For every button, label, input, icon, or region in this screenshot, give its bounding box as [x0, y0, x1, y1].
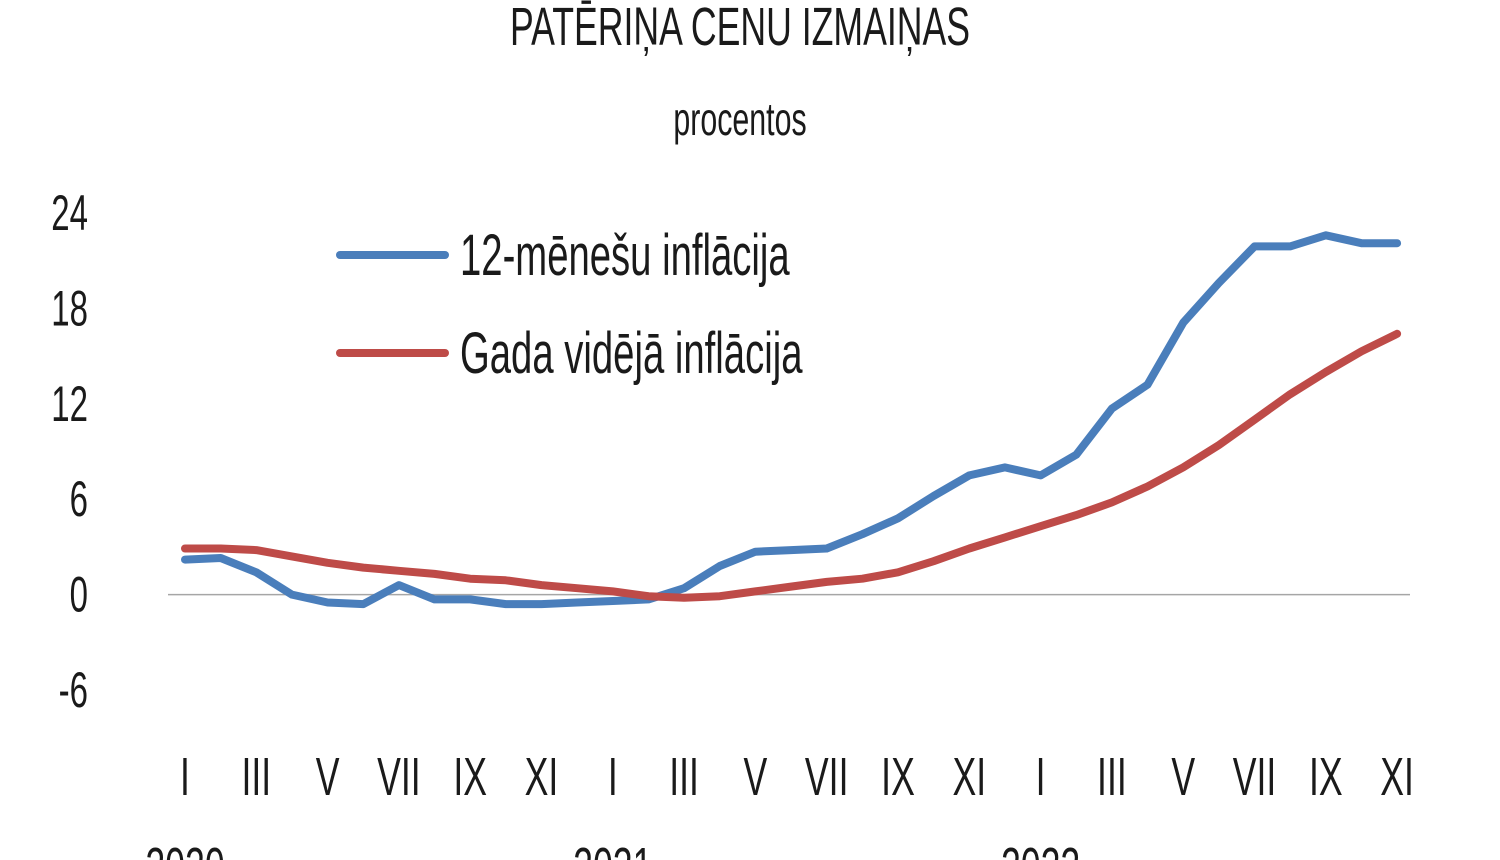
- y-tick-label: 18: [51, 281, 88, 336]
- x-tick-label: IX: [1309, 747, 1343, 807]
- x-tick-label: XI: [525, 747, 559, 807]
- x-tick-label: IX: [881, 747, 915, 807]
- chart-title: PATĒRIŅA CENU IZMAIŅAS: [510, 0, 970, 57]
- x-tick-label: III: [669, 747, 699, 807]
- x-tick-label: V: [1171, 747, 1195, 807]
- y-tick-label: 12: [51, 376, 88, 431]
- y-tick-label: 6: [70, 471, 88, 526]
- x-tick-label: XI: [952, 747, 986, 807]
- x-tick-label: III: [241, 747, 271, 807]
- chart-subtitle: procentos: [673, 95, 806, 146]
- y-tick-label: 24: [51, 185, 88, 240]
- x-tick-label: VII: [377, 747, 421, 807]
- year-label: 2020: [145, 837, 224, 860]
- legend-label: 12-mēnešu inflācija: [460, 224, 790, 288]
- series-line: [181, 329, 1402, 602]
- x-tick-label: V: [744, 747, 768, 807]
- x-tick-label: XI: [1380, 747, 1414, 807]
- x-tick-label: I: [1036, 747, 1046, 807]
- legend-label: Gada vidējā inflācija: [460, 322, 803, 386]
- year-label: 2021: [573, 837, 652, 860]
- x-tick-label: V: [316, 747, 340, 807]
- series-line: [181, 231, 1402, 609]
- x-tick-label: IX: [453, 747, 487, 807]
- x-tick-label: VII: [805, 747, 849, 807]
- x-tick-label: I: [180, 747, 190, 807]
- x-tick-label: VII: [1233, 747, 1277, 807]
- y-tick-label: -6: [59, 662, 88, 717]
- x-tick-label: I: [608, 747, 618, 807]
- x-tick-label: III: [1097, 747, 1127, 807]
- year-label: 2022: [1001, 837, 1080, 860]
- y-tick-label: 0: [70, 567, 88, 622]
